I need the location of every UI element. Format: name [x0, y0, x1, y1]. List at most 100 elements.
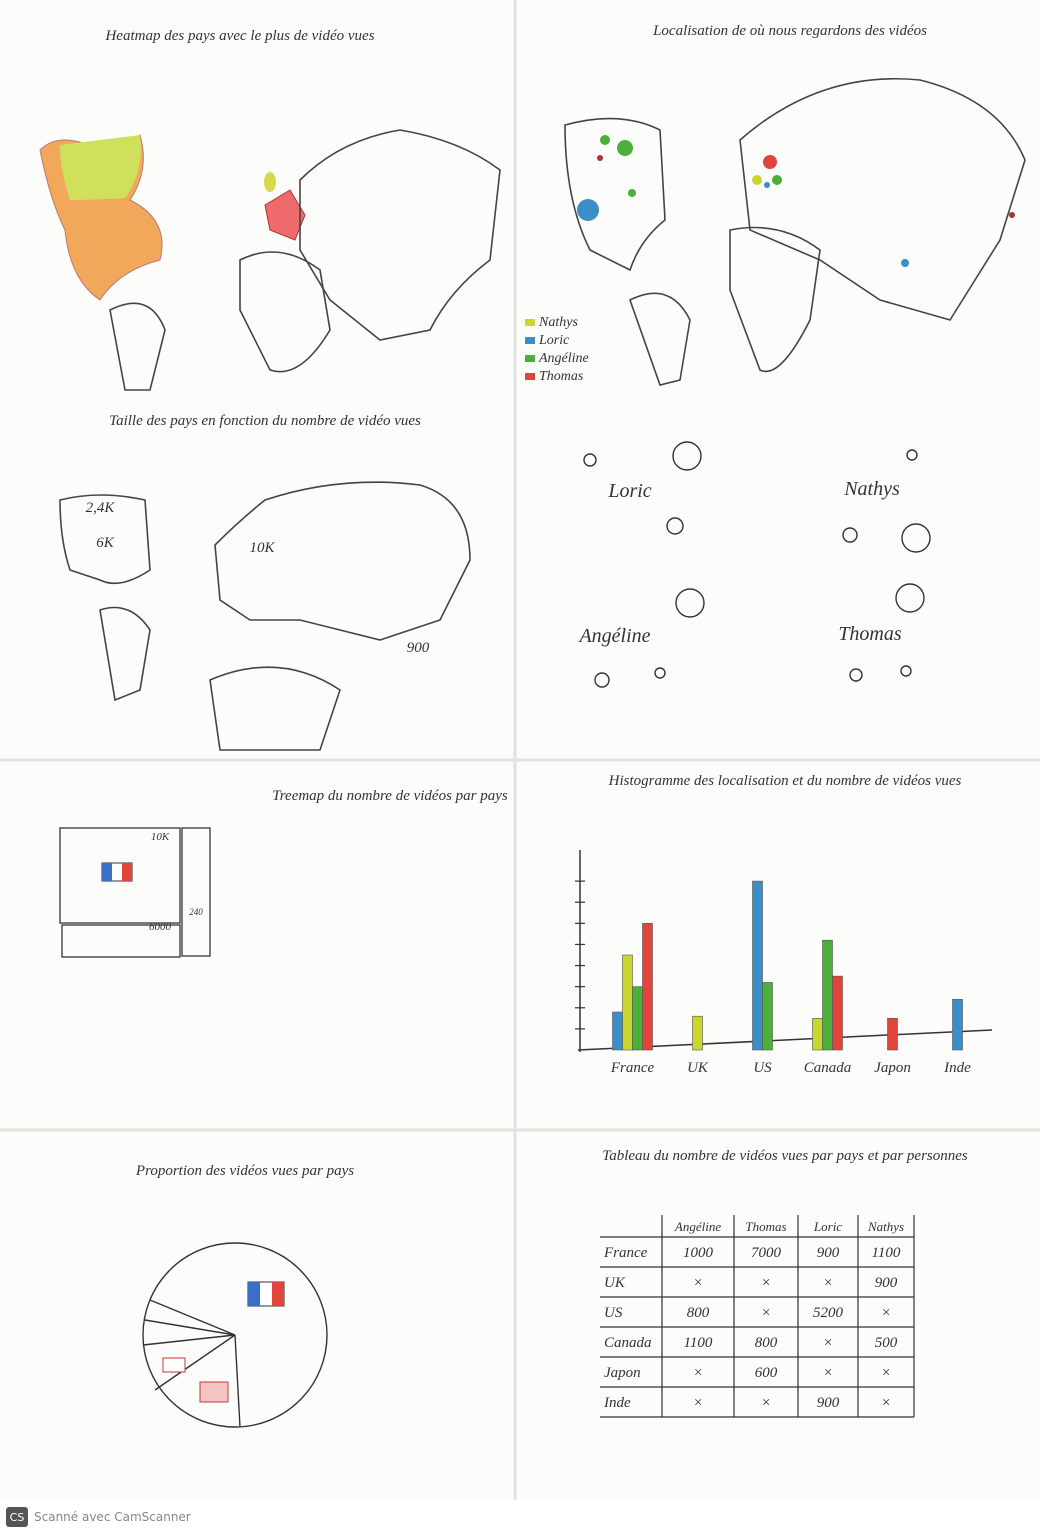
map-shape — [60, 135, 141, 200]
table-cell: 7000 — [751, 1245, 782, 1261]
bar — [632, 986, 643, 1051]
table-cell: × — [881, 1395, 891, 1411]
treemap-label: 6000 — [149, 921, 172, 933]
map-shape — [729, 226, 821, 373]
legend-label: Thomas — [539, 369, 584, 384]
panel-title: Tableau du nombre de vidéos vues par pay… — [602, 1148, 968, 1164]
table-cell: 900 — [875, 1275, 898, 1291]
row-label: France — [603, 1245, 648, 1261]
bar — [762, 982, 773, 1051]
table-cell: 600 — [755, 1365, 778, 1381]
table-cell: 500 — [875, 1335, 898, 1351]
size-label: 6K — [96, 535, 115, 551]
row-label: US — [604, 1305, 623, 1321]
table-header: Nathys — [867, 1219, 904, 1234]
table-cell: × — [693, 1395, 703, 1411]
map-shape — [214, 481, 471, 641]
table-cell: × — [761, 1275, 771, 1291]
row-label: UK — [604, 1275, 626, 1291]
legend-label: Angéline — [538, 351, 589, 366]
panel-title: Treemap du nombre de vidéos par pays — [272, 788, 508, 804]
table-cell: 1100 — [684, 1335, 713, 1351]
x-tick-label: Canada — [804, 1060, 852, 1076]
x-tick-label: France — [610, 1060, 655, 1076]
legend-swatch — [525, 373, 535, 380]
footer-text: Scanné avec CamScanner — [34, 1510, 191, 1524]
bar — [952, 999, 963, 1051]
table-cell: × — [761, 1395, 771, 1411]
bar — [642, 923, 653, 1051]
panel-title: Heatmap des pays avec le plus de vidéo v… — [104, 28, 374, 44]
table-cell: × — [881, 1365, 891, 1381]
map-shape — [209, 666, 341, 751]
row-label: Japon — [604, 1365, 641, 1381]
table-cell: 5200 — [813, 1305, 844, 1321]
bar — [692, 1015, 703, 1051]
map-shape — [59, 494, 151, 585]
table-cell: × — [823, 1365, 833, 1381]
person-name: Loric — [607, 480, 651, 502]
x-tick-label: Inde — [943, 1060, 971, 1076]
location-dots — [577, 135, 1015, 267]
size-label: 900 — [407, 640, 430, 656]
flag — [102, 863, 112, 881]
table-cell: 800 — [687, 1305, 710, 1321]
row-label: Canada — [604, 1335, 652, 1351]
table-cell: × — [823, 1335, 833, 1351]
size-label: 2,4K — [86, 500, 116, 516]
table-cell: 800 — [755, 1335, 778, 1351]
table-cell: 900 — [817, 1245, 840, 1261]
x-tick-label: US — [753, 1060, 772, 1076]
flag — [122, 863, 132, 881]
panel-title: Localisation de où nous regardons des vi… — [652, 23, 927, 39]
pie — [142, 1242, 328, 1428]
legend-swatch — [525, 319, 535, 326]
table-cell: × — [693, 1275, 703, 1291]
legend-label: Loric — [538, 333, 570, 348]
map-shape — [629, 292, 691, 386]
person-name: Angéline — [577, 625, 650, 647]
flag — [272, 1282, 284, 1306]
table-cell: 900 — [817, 1395, 840, 1411]
map-shape — [99, 606, 151, 702]
bar — [832, 975, 843, 1051]
table-cell: 1000 — [683, 1245, 714, 1261]
bar — [822, 939, 833, 1051]
panel-title: Proportion des vidéos vues par pays — [135, 1163, 354, 1179]
table-cell: 1100 — [872, 1245, 901, 1261]
map-shape — [264, 172, 276, 192]
person-name: Nathys — [843, 478, 900, 500]
legend-swatch — [525, 337, 535, 344]
bar — [612, 1011, 623, 1051]
bar — [812, 1018, 823, 1051]
table-cell: × — [761, 1305, 771, 1321]
treemap-label: 10K — [151, 831, 170, 843]
legend-label: Nathys — [538, 315, 578, 330]
person-name: Thomas — [838, 623, 902, 645]
map-shape — [564, 117, 666, 272]
flag — [162, 1357, 186, 1373]
footer-badge-text: CS — [10, 1511, 25, 1524]
bar — [887, 1018, 898, 1051]
bar — [752, 880, 763, 1051]
flag — [199, 1381, 229, 1403]
paper — [0, 0, 1040, 1500]
map-shape — [739, 77, 1026, 321]
x-tick-label: UK — [687, 1060, 709, 1076]
table-cell: × — [823, 1275, 833, 1291]
footer-badge — [6, 1507, 28, 1527]
person-graphs — [583, 441, 931, 688]
footer-bar — [0, 1500, 1040, 1534]
row-label: Inde — [603, 1395, 631, 1411]
map-shape — [109, 302, 166, 391]
map-shape — [299, 129, 501, 341]
table-header: Thomas — [745, 1219, 786, 1234]
size-label: 10K — [249, 540, 275, 556]
map-shape — [239, 251, 331, 373]
treemap — [59, 827, 211, 958]
treemap-label: 240 — [189, 907, 203, 917]
legend-swatch — [525, 355, 535, 362]
table-cell: × — [693, 1365, 703, 1381]
